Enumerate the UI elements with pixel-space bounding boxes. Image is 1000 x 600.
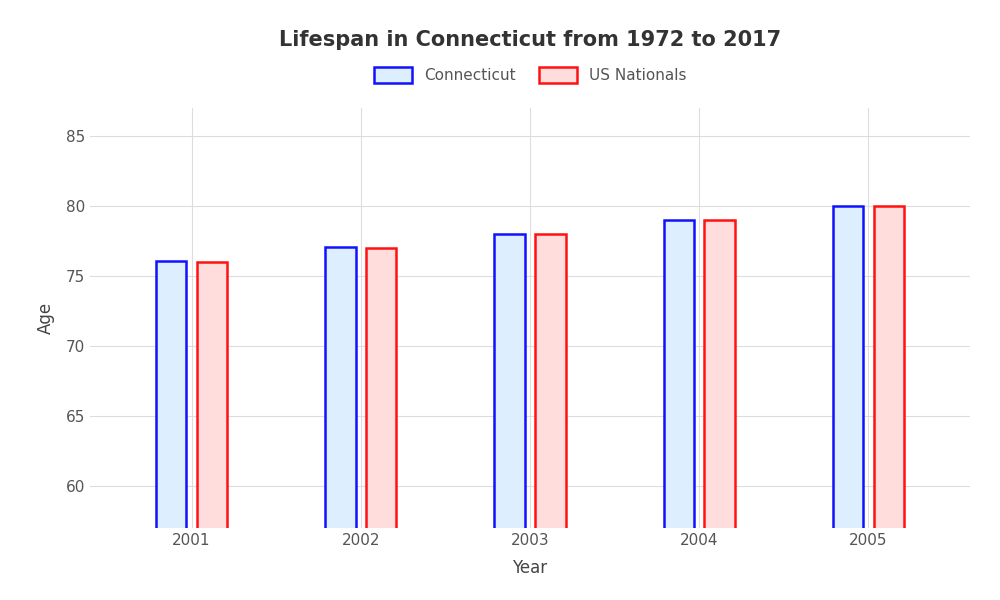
Title: Lifespan in Connecticut from 1972 to 2017: Lifespan in Connecticut from 1972 to 201… — [279, 29, 781, 49]
X-axis label: Year: Year — [512, 559, 548, 577]
Bar — [197, 262, 227, 600]
Bar — [833, 206, 863, 600]
Bar — [535, 234, 566, 600]
Bar — [874, 206, 904, 600]
Bar — [325, 247, 356, 600]
Bar — [704, 220, 735, 600]
Bar — [156, 260, 186, 600]
Y-axis label: Age: Age — [37, 302, 55, 334]
Bar — [366, 248, 396, 600]
Bar — [664, 220, 694, 600]
Legend: Connecticut, US Nationals: Connecticut, US Nationals — [367, 61, 693, 89]
Bar — [494, 234, 525, 600]
